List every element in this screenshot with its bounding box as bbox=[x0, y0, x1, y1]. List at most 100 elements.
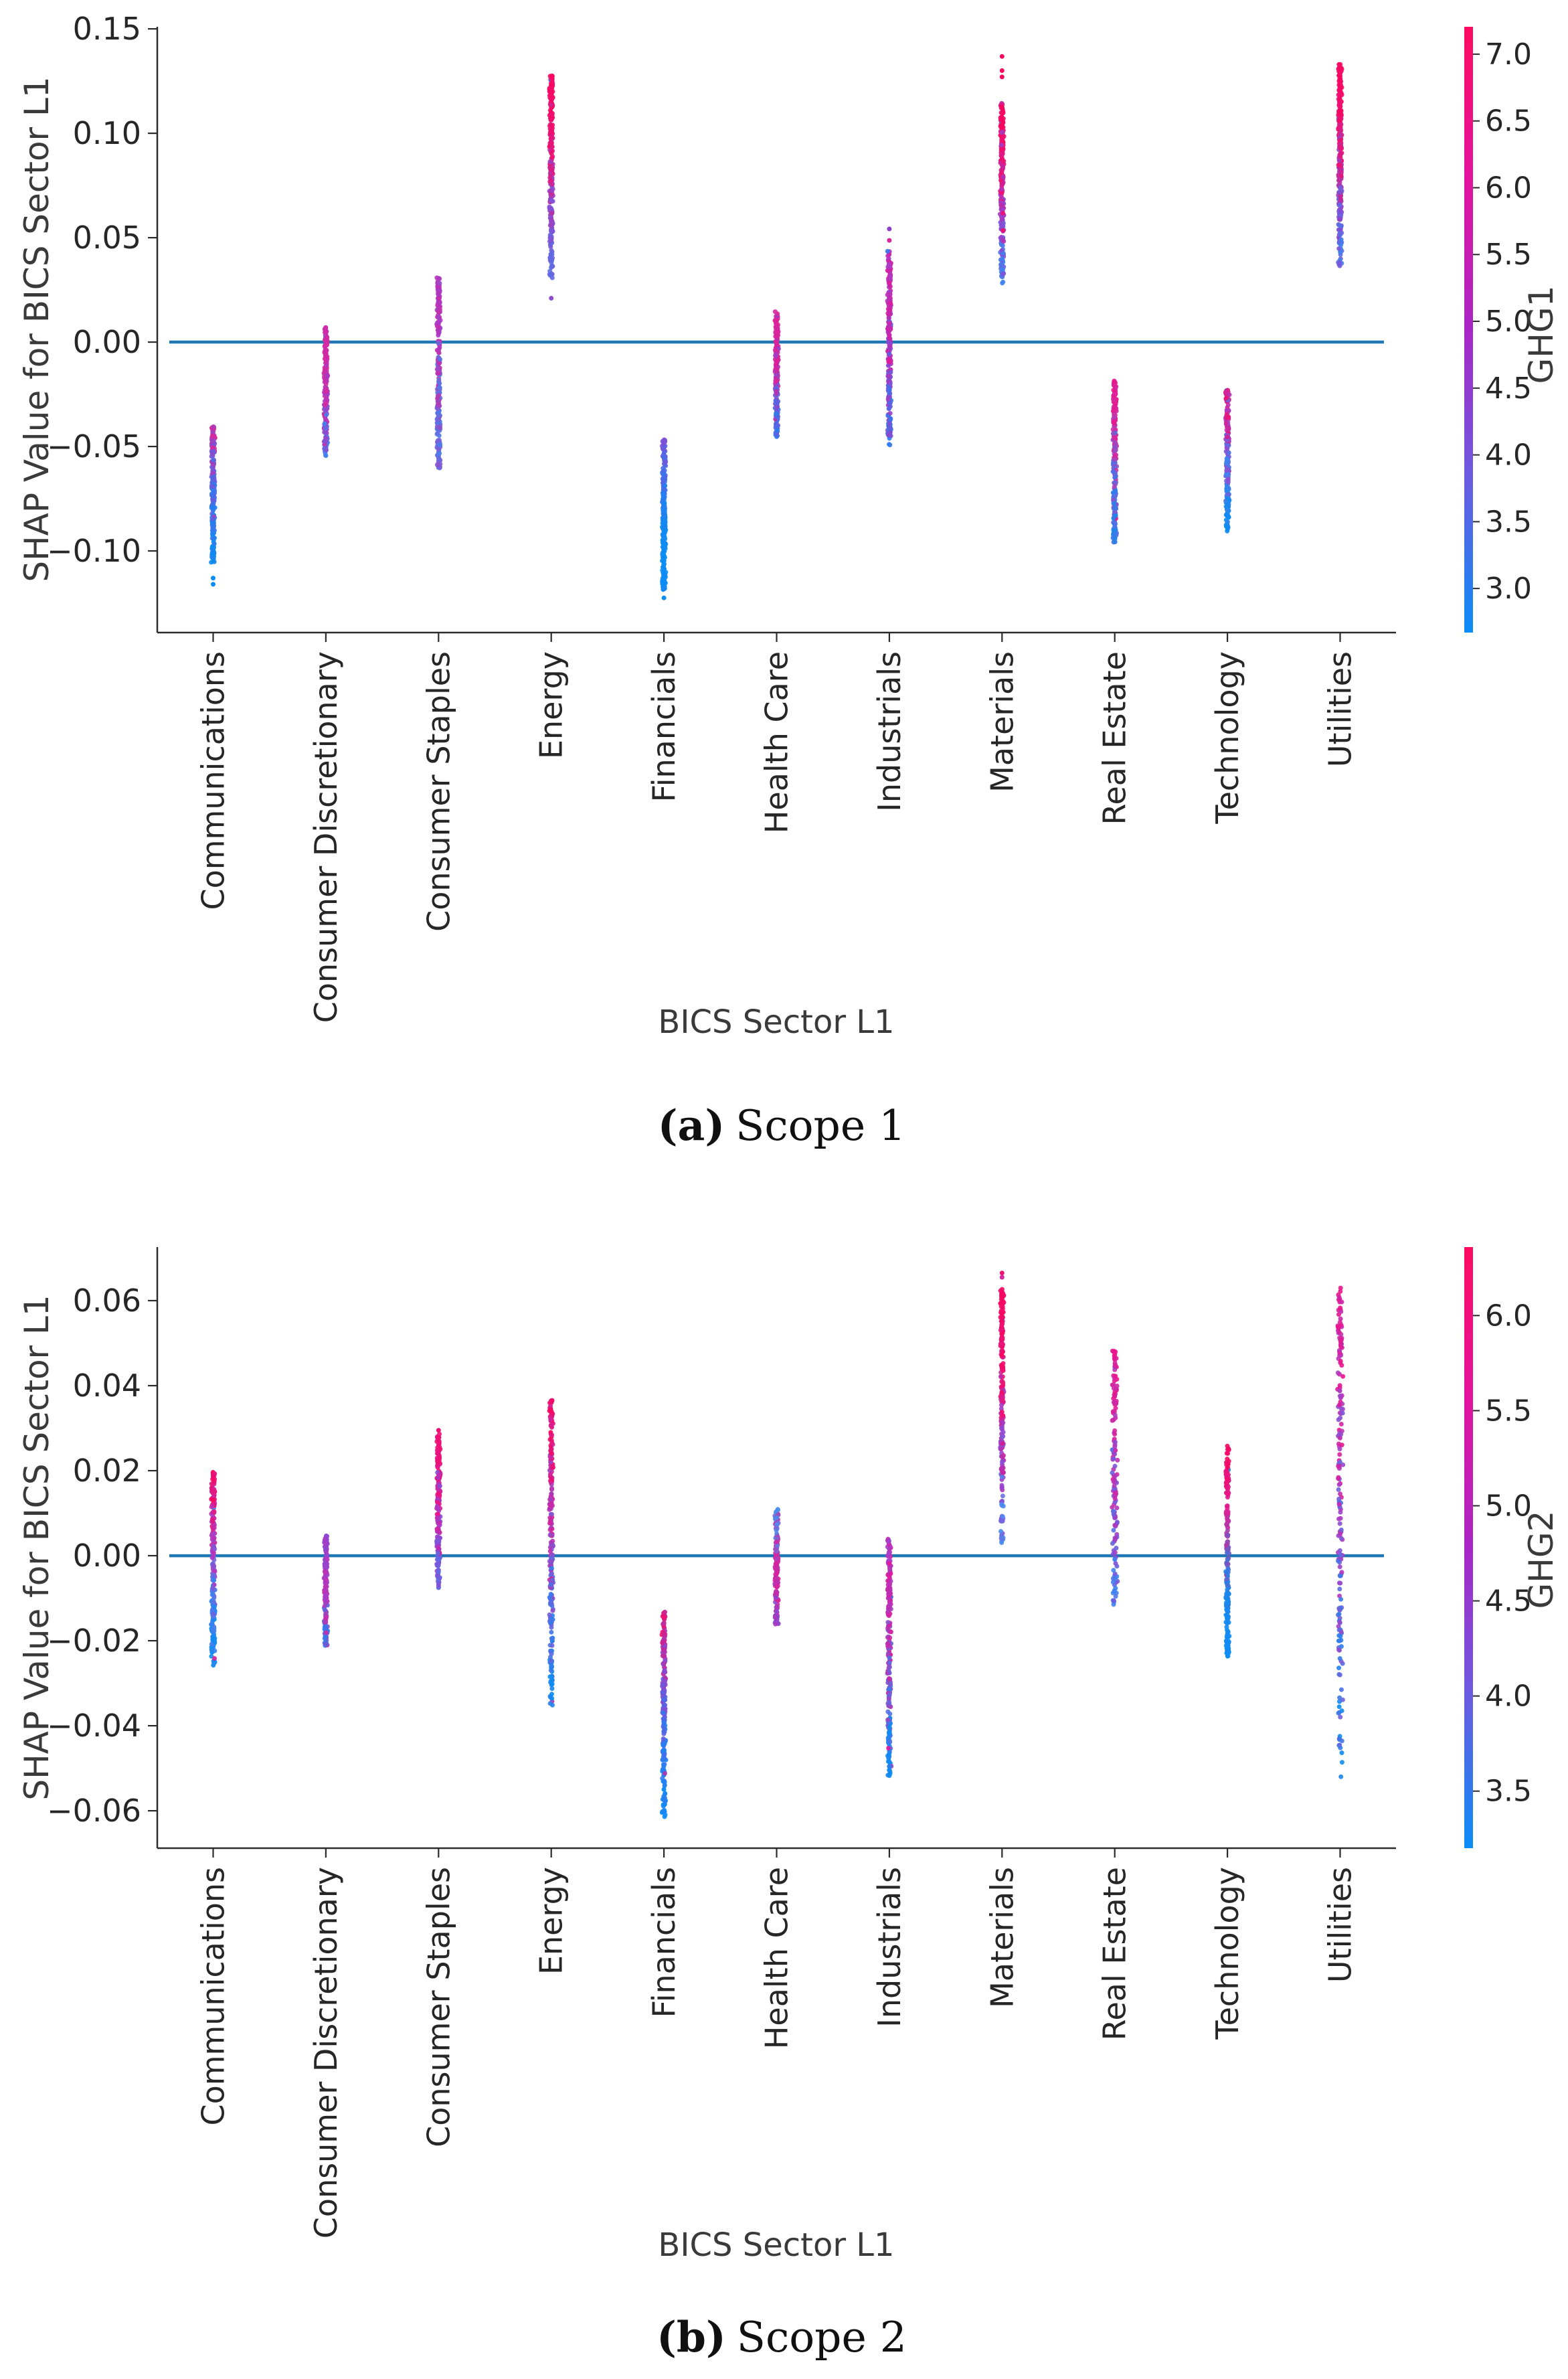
x-tick-label-consumer-discretionary: Consumer Discretionary bbox=[308, 651, 344, 1023]
strip-industrials bbox=[885, 1536, 894, 1779]
y-axis-label-scope1: SHAP Value for BICS Sector L1 bbox=[17, 76, 56, 582]
plot-b: 0.06 0.04 0.02 0.00 −0.02 −0.04 −0.06 Communica… bbox=[47, 1247, 1532, 2238]
colorbar-ghg1: 7.0 6.5 6.0 5.5 5.0 4.5 4.0 3.5 3.0 bbox=[1464, 27, 1532, 633]
colorbar-tick-label: 3.0 bbox=[1485, 572, 1532, 606]
colorbar-tick-label: 5.5 bbox=[1485, 238, 1532, 272]
colorbar-gradient bbox=[1464, 27, 1473, 633]
strip-materials bbox=[997, 54, 1007, 286]
outlier-dot bbox=[436, 1428, 441, 1433]
x-tick-label-utilities: Utilities bbox=[1322, 1867, 1359, 1983]
caption-a-tag: (a) bbox=[657, 1100, 725, 1150]
outlier-dot bbox=[999, 1270, 1005, 1276]
colorbar-tick-label: 4.0 bbox=[1485, 438, 1532, 473]
strip-technology bbox=[1223, 1443, 1232, 1659]
colorbar-tick-label: 5.0 bbox=[1485, 305, 1532, 339]
x-tick-label-consumer-staples: Consumer Staples bbox=[420, 1867, 456, 2147]
colorbar-ghg2: 6.0 5.5 5.0 4.5 4.0 3.5 bbox=[1464, 1247, 1532, 1848]
colorbar-label-ghg2: GHG2 bbox=[1522, 1510, 1561, 1609]
x-tick-label-health-care: Health Care bbox=[759, 1867, 795, 2049]
outlier-dot bbox=[211, 582, 215, 587]
y-tick-label: −0.06 bbox=[47, 1793, 141, 1829]
x-tick-label-consumer-staples: Consumer Staples bbox=[420, 651, 456, 932]
y-tick-label: 0.06 bbox=[73, 1283, 141, 1319]
strip-health-care bbox=[772, 309, 781, 439]
strip-energy bbox=[547, 1398, 556, 1708]
strip-energy bbox=[547, 73, 555, 301]
strip-health-care bbox=[772, 1507, 781, 1627]
axes: 0.15 0.10 0.05 0.00 −0.05 −0.10 Communications… bbox=[47, 11, 1396, 1023]
strip-utilities bbox=[1335, 1285, 1346, 1779]
strip-consumer-discretionary bbox=[321, 325, 331, 459]
outlier-dot bbox=[999, 54, 1005, 59]
y-tick-label: 0.04 bbox=[73, 1368, 141, 1404]
colorbar-tick-label: 5.0 bbox=[1485, 1489, 1532, 1523]
strip-utilities bbox=[1336, 62, 1344, 268]
x-tick-label-real-estate: Real Estate bbox=[1097, 651, 1133, 825]
colorbar-tick-label: 7.0 bbox=[1485, 37, 1532, 72]
strip-materials bbox=[998, 1270, 1007, 1546]
strip-financials bbox=[659, 1609, 669, 1819]
x-tick-label-communications: Communications bbox=[195, 651, 232, 910]
y-axis-label-scope2: SHAP Value for BICS Sector L1 bbox=[17, 1295, 56, 1801]
strip-financials bbox=[659, 437, 669, 600]
colorbar-tick-label: 6.0 bbox=[1485, 1299, 1532, 1333]
y-tick-label: −0.05 bbox=[47, 428, 141, 465]
colorbar-gradient bbox=[1464, 1247, 1473, 1848]
y-tick-label: −0.02 bbox=[47, 1623, 141, 1659]
strip-consumer-staples bbox=[434, 1428, 443, 1590]
plot-a: 0.15 0.10 0.05 0.00 −0.05 −0.10 Communications… bbox=[47, 11, 1532, 1023]
strip-communications bbox=[209, 1469, 217, 1668]
strip-real-estate bbox=[1110, 1348, 1120, 1607]
caption-b-tag: (b) bbox=[657, 2312, 726, 2362]
outlier-dot bbox=[887, 226, 892, 232]
strip-consumer-discretionary bbox=[321, 1533, 331, 1648]
caption-a-text: Scope 1 bbox=[735, 1101, 906, 1150]
x-axis-label-scope2: BICS Sector L1 bbox=[658, 2226, 895, 2264]
colorbar-tick-label: 4.5 bbox=[1485, 1584, 1532, 1619]
caption-scope1: (a) Scope 1 bbox=[658, 1100, 906, 1150]
x-tick-label-technology: Technology bbox=[1209, 651, 1245, 825]
strip-communications bbox=[209, 424, 217, 587]
x-tick-label-health-care: Health Care bbox=[759, 651, 795, 833]
x-tick-label-utilities: Utilities bbox=[1322, 651, 1359, 767]
x-tick-label-materials: Materials bbox=[984, 1867, 1020, 2008]
strip-real-estate bbox=[1110, 378, 1120, 545]
y-tick-label: 0.00 bbox=[73, 1538, 141, 1574]
x-tick-label-real-estate: Real Estate bbox=[1097, 1867, 1133, 2040]
y-tick-label: 0.05 bbox=[73, 220, 141, 256]
strip-technology bbox=[1223, 388, 1232, 534]
x-tick-label-industrials: Industrials bbox=[871, 651, 907, 812]
y-tick-label: 0.10 bbox=[73, 115, 141, 151]
outlier-dot bbox=[887, 238, 892, 243]
strip-consumer-staples bbox=[434, 275, 443, 471]
x-tick-label-energy: Energy bbox=[533, 651, 570, 759]
x-tick-label-energy: Energy bbox=[533, 1867, 570, 1975]
axes: 0.06 0.04 0.02 0.00 −0.02 −0.04 −0.06 Communica… bbox=[47, 1247, 1396, 2238]
y-tick-label: −0.10 bbox=[47, 533, 141, 569]
x-tick-label-technology: Technology bbox=[1209, 1867, 1245, 2040]
colorbar-tick-label: 5.5 bbox=[1485, 1394, 1532, 1428]
x-tick-label-financials: Financials bbox=[646, 651, 682, 802]
y-tick-label: 0.00 bbox=[73, 324, 141, 360]
outlier-dot bbox=[549, 296, 554, 301]
y-tick-label: 0.15 bbox=[73, 11, 141, 47]
x-tick-label-communications: Communications bbox=[195, 1867, 232, 2126]
outlier-dot bbox=[999, 1275, 1005, 1280]
outlier-dot bbox=[661, 595, 667, 600]
colorbar-tick-label: 6.0 bbox=[1485, 171, 1532, 205]
y-tick-label: −0.04 bbox=[47, 1708, 141, 1744]
outlier-dot bbox=[999, 74, 1005, 80]
colorbar-label-ghg1: GHG1 bbox=[1522, 285, 1561, 384]
colorbar-tick-label: 3.5 bbox=[1485, 505, 1532, 539]
caption-scope2: (b) Scope 2 bbox=[657, 2312, 907, 2362]
y-tick-label: 0.02 bbox=[73, 1453, 141, 1489]
outlier-dot bbox=[999, 68, 1005, 73]
x-tick-label-industrials: Industrials bbox=[871, 1867, 907, 2028]
x-tick-label-consumer-discretionary: Consumer Discretionary bbox=[308, 1867, 344, 2238]
caption-b-text: Scope 2 bbox=[736, 2313, 907, 2362]
colorbar-tick-label: 4.0 bbox=[1485, 1679, 1532, 1714]
colorbar-tick-label: 4.5 bbox=[1485, 372, 1532, 406]
x-axis-label-scope1: BICS Sector L1 bbox=[658, 1003, 895, 1041]
